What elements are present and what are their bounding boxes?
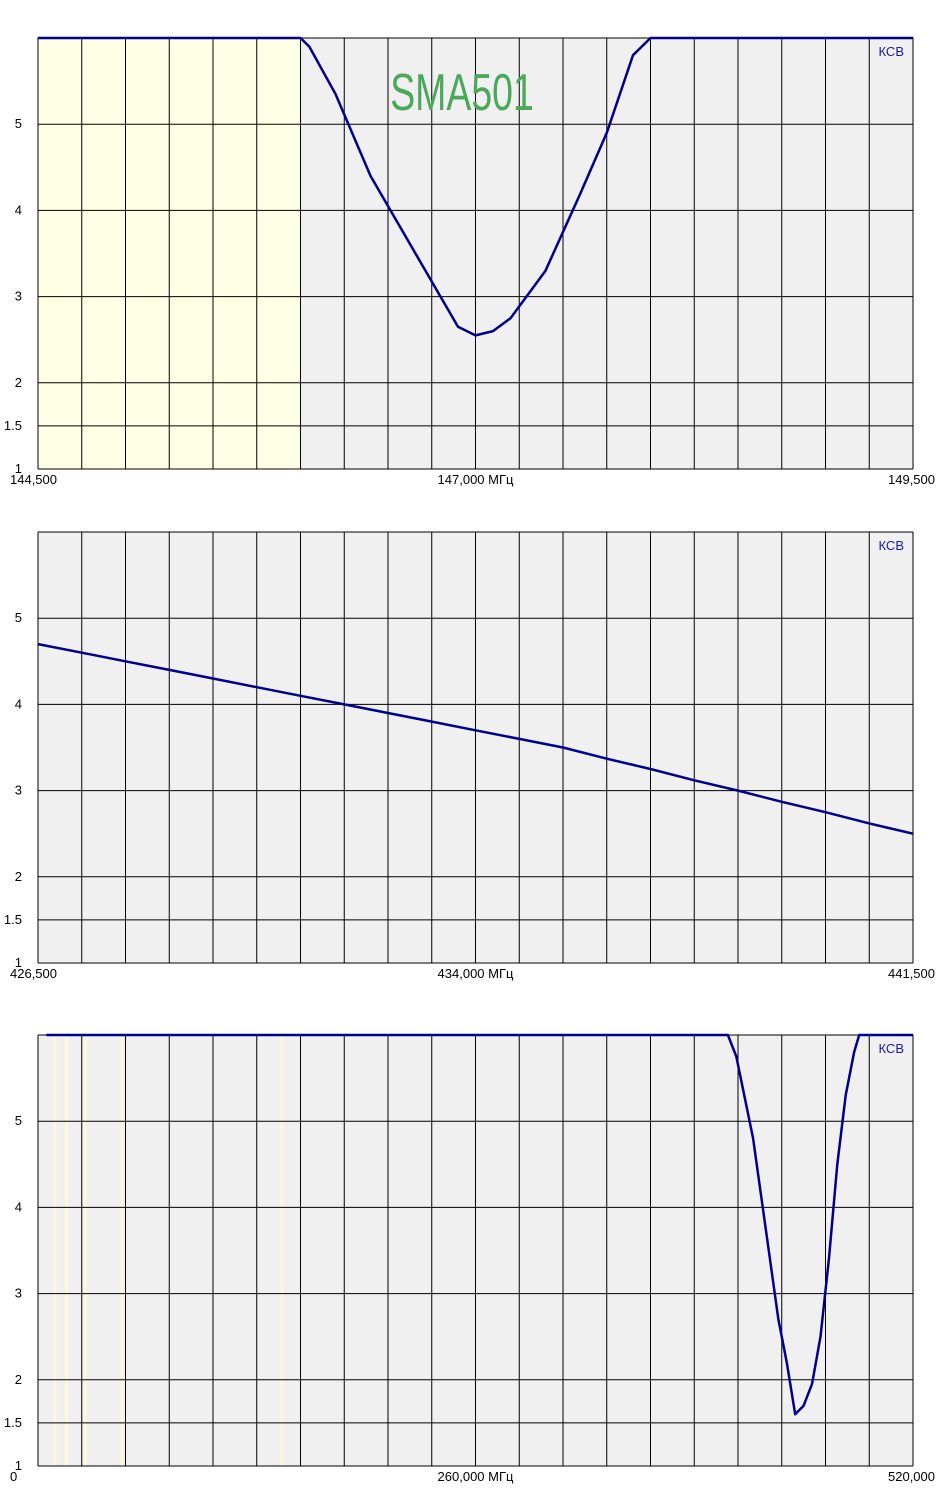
chart-panel-2: 1 1.5 2 3 4 5 426,500 434,000 МГц 441,500 КСВ — [4, 531, 935, 981]
highlight-line-2 — [65, 1035, 69, 1466]
data-point — [819, 1336, 822, 1338]
data-point — [811, 1383, 813, 1385]
data-point — [752, 1137, 754, 1140]
data-point — [457, 326, 459, 328]
y-tick-label: 1.5 — [4, 1415, 22, 1430]
series-label: КСВ — [879, 1041, 905, 1056]
data-point — [37, 643, 39, 645]
y-tick-label: 1 — [15, 955, 22, 970]
data-point — [853, 1051, 855, 1053]
x-tick-label-center: 147,000 МГц — [438, 472, 514, 487]
y-tick-label: 3 — [15, 1286, 22, 1301]
data-point — [649, 37, 652, 39]
data-point — [912, 1034, 914, 1036]
data-point — [649, 768, 652, 770]
data-point — [868, 822, 870, 824]
data-point — [124, 660, 127, 662]
data-point — [37, 37, 39, 39]
data-point — [343, 703, 345, 706]
data-point — [387, 712, 389, 714]
data-point — [781, 801, 783, 803]
x-tick-label-end: 441,500 — [888, 966, 935, 981]
data-point — [606, 758, 608, 760]
y-tick-label: 3 — [15, 783, 22, 798]
data-point — [658, 37, 660, 39]
series-label: КСВ — [879, 538, 905, 553]
data-point — [828, 1258, 830, 1260]
data-point — [334, 93, 337, 95]
x-tick-label-end: 149,500 — [888, 472, 935, 487]
data-point — [299, 37, 302, 39]
data-point — [308, 46, 310, 48]
x-tick-label-center: 260,000 МГц — [438, 1469, 514, 1484]
highlight-line-5 — [280, 1035, 284, 1466]
y-tick-label: 4 — [15, 1199, 22, 1214]
data-point — [168, 669, 170, 671]
y-tick-label: 4 — [15, 696, 22, 711]
y-tick-label: 3 — [15, 289, 22, 304]
data-point — [786, 1361, 788, 1364]
chart-panel-1: 1 1.5 2 3 4 5 144,500 147,000 МГц 149,500 КСВ SMA5… — [4, 36, 935, 487]
highlight-line-1 — [53, 1035, 57, 1466]
data-point — [369, 175, 372, 177]
y-tick-label: 1.5 — [4, 418, 22, 433]
y-tick-label: 1 — [15, 461, 22, 476]
data-point — [256, 686, 258, 688]
series-line-1 — [38, 36, 913, 337]
data-point — [824, 811, 827, 813]
data-point — [912, 833, 914, 835]
x-tick-label-start: 0 — [10, 1469, 17, 1484]
data-point — [735, 1055, 737, 1058]
data-point — [45, 1034, 48, 1036]
y-tick-label: 1 — [15, 1458, 22, 1473]
data-point — [562, 746, 564, 749]
x-tick-label-center: 434,000 МГц — [438, 966, 514, 981]
data-point — [845, 1094, 847, 1096]
series-line-1 — [46, 1033, 913, 1416]
x-tick-label-start: 144,500 — [10, 472, 57, 487]
highlight-line-3 — [83, 1035, 87, 1466]
data-point — [836, 1163, 838, 1165]
data-point — [299, 695, 302, 697]
data-point — [794, 1413, 796, 1415]
data-point — [777, 1318, 779, 1321]
y-tick-label: 5 — [15, 610, 22, 625]
y-tick-label: 1.5 — [4, 912, 22, 927]
data-point — [693, 779, 695, 781]
data-point — [509, 317, 512, 319]
data-point — [474, 729, 477, 731]
data-point — [212, 677, 214, 680]
data-point — [737, 790, 739, 792]
x-tick-label-start: 426,500 — [10, 966, 57, 981]
data-point — [803, 1405, 805, 1407]
y-tick-label: 2 — [15, 1372, 22, 1387]
data-point — [492, 330, 494, 332]
data-point — [518, 738, 520, 740]
y-tick-label: 2 — [15, 375, 22, 390]
data-point — [912, 37, 914, 39]
x-tick-label-end: 520,000 — [888, 1469, 935, 1484]
chart-panel-3: 1 1.5 2 3 4 5 0 260,000 МГц 520,000 КСВ — [4, 1033, 935, 1484]
y-tick-label: 5 — [15, 116, 22, 131]
data-point — [727, 1034, 729, 1036]
watermark-text: SMA501 — [390, 63, 534, 122]
data-point — [606, 132, 608, 134]
data-point — [544, 270, 547, 272]
data-point — [632, 54, 634, 56]
data-point — [81, 652, 83, 654]
data-point — [858, 1034, 860, 1036]
y-tick-label: 2 — [15, 869, 22, 884]
data-point — [439, 296, 442, 298]
series-label: КСВ — [879, 44, 905, 59]
highlight-line-4 — [120, 1035, 124, 1466]
data-point — [474, 334, 477, 336]
y-tick-label: 5 — [15, 1113, 22, 1128]
y-tick-label: 4 — [15, 202, 22, 217]
data-point — [404, 235, 407, 237]
data-point — [431, 721, 433, 723]
data-point — [579, 192, 582, 194]
